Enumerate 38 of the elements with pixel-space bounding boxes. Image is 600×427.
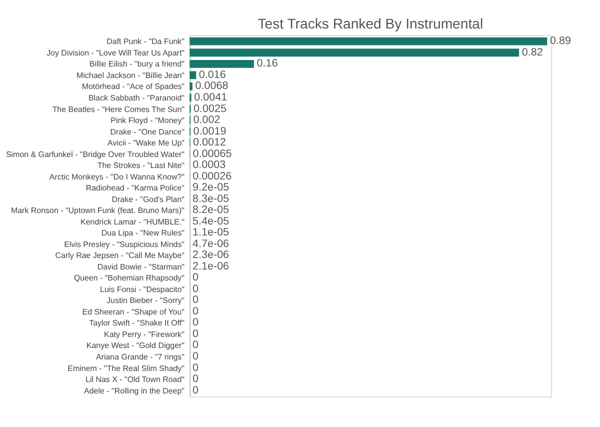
data-label: 5.4e-05 <box>192 215 230 228</box>
data-label: 0 <box>192 373 198 386</box>
data-label: 0.82 <box>522 46 543 58</box>
data-label: 9.2e-05 <box>192 182 230 194</box>
data-label: 0.0012 <box>192 136 226 149</box>
data-label: 0.89 <box>550 35 571 48</box>
data-label: 4.7e-06 <box>192 238 230 250</box>
data-label: 0.16 <box>256 58 278 70</box>
data-label: 1.1e-05 <box>192 226 230 239</box>
bar <box>190 82 192 90</box>
data-label: 0 <box>192 350 198 363</box>
bar <box>190 71 196 80</box>
data-label: 0 <box>192 362 198 374</box>
data-label: 0.00026 <box>192 170 232 182</box>
data-label: 0.0019 <box>193 125 226 138</box>
data-label: 0.0041 <box>194 91 228 104</box>
bar <box>190 60 254 68</box>
data-label: 0 <box>192 384 198 396</box>
data-label: 8.2e-05 <box>192 204 230 216</box>
data-label: 8.3e-05 <box>192 192 230 205</box>
data-label: 0.0068 <box>195 80 228 92</box>
data-label: 0.016 <box>198 68 226 81</box>
data-label: 0 <box>192 272 198 284</box>
data-label: 0 <box>192 339 198 352</box>
data-label: 0 <box>192 282 198 295</box>
chart-title: Test Tracks Ranked By Instrumental <box>258 16 484 32</box>
data-label: 2.3e-06 <box>192 249 230 262</box>
bar <box>190 37 548 46</box>
data-label: 0.00065 <box>192 148 232 160</box>
data-label: 0.0025 <box>193 102 226 115</box>
data-label: 0 <box>192 328 198 340</box>
data-label: 2.1e-06 <box>192 260 230 272</box>
data-label: 0 <box>192 294 198 306</box>
data-label: 0 <box>192 316 198 329</box>
data-label: 0.0003 <box>192 159 226 172</box>
data-label: 0.002 <box>193 114 220 126</box>
bar <box>190 48 520 57</box>
data-label: 0 <box>192 305 198 318</box>
